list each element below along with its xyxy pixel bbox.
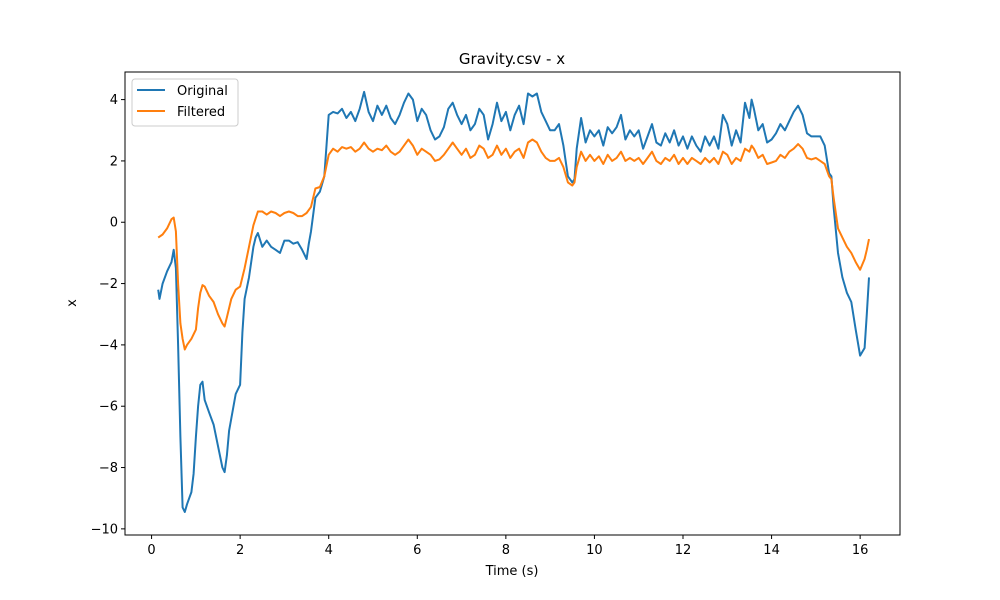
legend-label-original: Original [177,84,228,99]
x-tick-label: 8 [502,543,510,558]
series-line-filtered [157,138,870,351]
series-line-original [157,90,870,513]
x-tick-label: 4 [325,543,333,558]
x-tick-label: 16 [852,543,869,558]
x-axis-title: Time (s) [485,564,539,579]
y-tick-label: −4 [99,338,118,353]
x-axis-ticks: 0 2 4 6 8 10 12 14 16 [147,535,868,558]
x-tick-label: 10 [586,543,603,558]
y-tick-label: 2 [110,154,118,169]
y-tick-label: 4 [110,93,118,108]
x-tick-label: 2 [236,543,244,558]
x-tick-label: 0 [147,543,155,558]
y-tick-label: −6 [99,400,118,415]
y-axis-title: x [65,299,80,307]
chart-title: Gravity.csv - x [459,50,565,68]
x-tick-label: 14 [763,543,780,558]
plot-frame [124,71,901,536]
legend: Original Filtered [131,78,239,127]
y-tick-label: −2 [99,277,118,292]
legend-label-filtered: Filtered [177,105,225,120]
x-tick-label: 12 [675,543,692,558]
y-tick-label: 0 [110,216,118,231]
y-tick-label: −10 [91,522,118,537]
plot-lines [157,90,870,513]
x-tick-label: 6 [413,543,421,558]
y-axis-ticks: −10 −8 −6 −4 −2 0 2 4 [91,93,125,537]
y-tick-label: −8 [99,461,118,476]
